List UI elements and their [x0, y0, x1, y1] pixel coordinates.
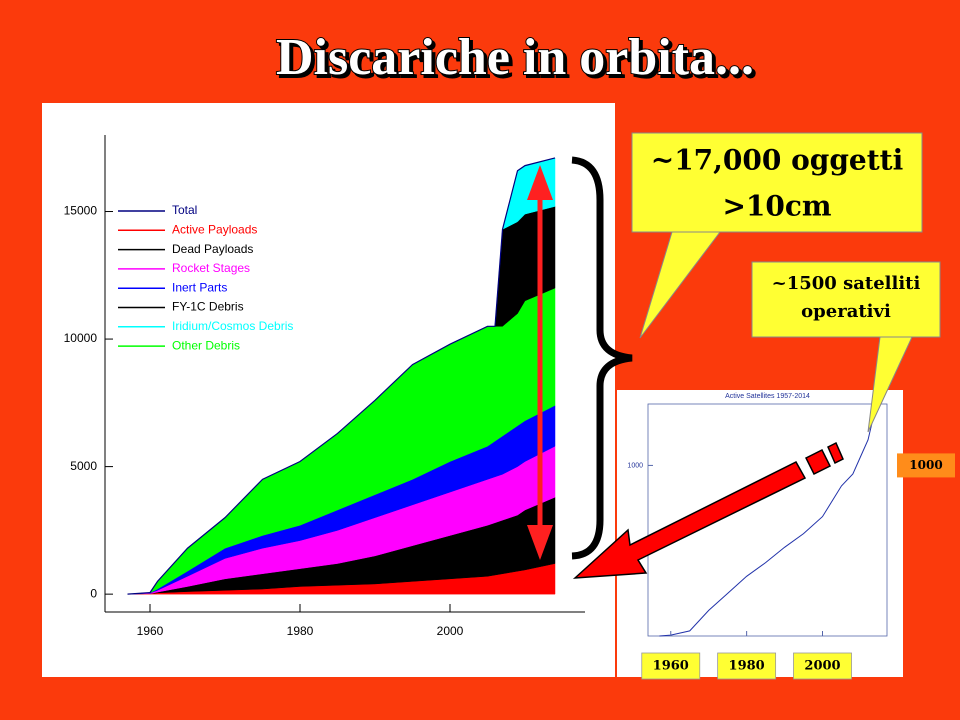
callout-text: >10cm — [722, 190, 831, 223]
x-tick-box — [641, 652, 701, 680]
y-tick-label: 15000 — [64, 204, 98, 218]
x-tick-label: 1960 — [653, 659, 689, 674]
legend-label: Iridium/Cosmos Debris — [172, 319, 293, 333]
legend-label: FY-1C Debris — [172, 300, 244, 314]
legend-label: Other Debris — [172, 338, 240, 352]
y-tick-label: 1000 — [627, 462, 643, 469]
double-arrow — [527, 165, 553, 560]
legend-label: Inert Parts — [172, 280, 227, 294]
callout-2: ~1500 satelliti operativi — [751, 261, 941, 433]
x-tick-box — [717, 652, 777, 680]
x-tick-label: 2000 — [804, 659, 840, 674]
brace — [571, 156, 633, 560]
x-tick-label: 2000 — [437, 624, 464, 638]
pointer-arrow — [572, 441, 844, 579]
x-tick-label: 1980 — [287, 624, 314, 638]
y-tick-label: 5000 — [70, 459, 97, 473]
tick-callout-box — [897, 453, 955, 478]
small-chart: Active Satellites 1957-2014 1000 1000 1960 1… — [627, 393, 955, 680]
callout-text: ~17,000 oggetti — [651, 144, 904, 177]
y-tick-label: 0 — [90, 586, 97, 600]
tick-callout: 1000 — [909, 458, 942, 472]
callout-text: operativi — [801, 301, 891, 322]
x-tick-box — [793, 652, 852, 680]
legend-label: Rocket Stages — [172, 261, 250, 275]
y-tick-label: 10000 — [64, 331, 98, 345]
legend-label: Total — [172, 203, 197, 217]
callout-text: ~1500 satelliti — [772, 273, 921, 294]
legend-label: Dead Payloads — [172, 242, 253, 256]
x-tick-label: 1980 — [729, 659, 765, 674]
legend-label: Active Payloads — [172, 222, 257, 236]
plot-frame — [647, 403, 888, 637]
main-chart: 0 5000 10000 15000 1960 1980 2000 Total Active P… — [64, 135, 585, 638]
line — [659, 407, 877, 637]
chart-title: Active Satellites 1957-2014 — [725, 393, 810, 400]
slide-title: Discariche in orbita... — [276, 29, 754, 86]
total-line — [127, 157, 556, 595]
callout-1: ~17,000 oggetti >10cm — [631, 132, 923, 339]
x-tick-label: 1960 — [137, 624, 164, 638]
